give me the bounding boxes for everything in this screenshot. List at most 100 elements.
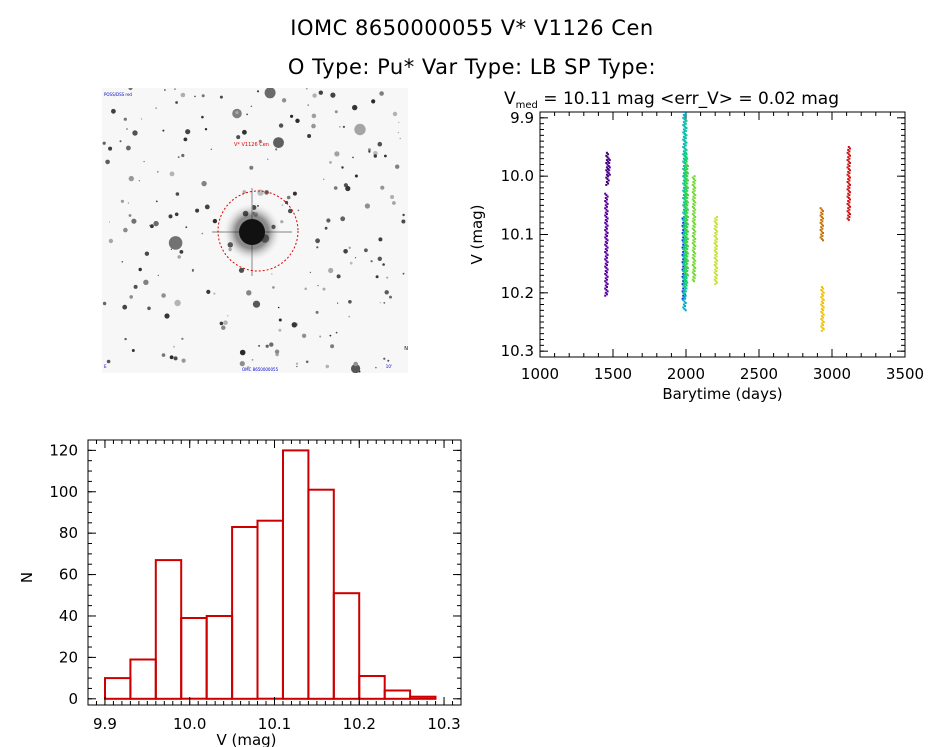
data-point [684, 191, 687, 194]
field-star [169, 355, 174, 360]
field-star [354, 123, 366, 136]
field-star [286, 195, 291, 200]
data-point [682, 113, 685, 116]
data-point [820, 288, 823, 291]
field-star [267, 158, 269, 160]
data-point [693, 262, 696, 265]
data-point [848, 172, 851, 175]
field-star [336, 274, 341, 279]
field-star [375, 275, 379, 279]
field-star [382, 263, 385, 266]
data-point [685, 188, 688, 191]
data-point [819, 236, 822, 239]
data-point [822, 232, 824, 234]
data-point [606, 293, 608, 296]
data-point [847, 189, 850, 192]
field-star [341, 166, 344, 169]
data-point [694, 179, 697, 182]
y-tick-label: 80 [59, 524, 78, 542]
data-point [822, 321, 825, 323]
data-point [685, 268, 688, 271]
data-point [819, 207, 822, 210]
data-point [692, 188, 695, 191]
field-star [335, 331, 338, 334]
data-point [685, 170, 688, 173]
data-point [821, 305, 824, 307]
data-point [693, 229, 695, 232]
field-star [290, 114, 294, 118]
data-point [686, 216, 689, 218]
data-point [693, 255, 696, 258]
data-point [683, 307, 686, 310]
light-curve-title: Vmed = 10.11 mag <err_V> = 0.02 mag [504, 89, 839, 111]
field-star [342, 125, 345, 128]
data-point [693, 280, 695, 283]
data-point [686, 157, 689, 160]
data-point [693, 214, 695, 217]
data-point [604, 255, 607, 258]
field-star [181, 153, 185, 158]
data-point [605, 252, 608, 255]
data-point [682, 243, 685, 246]
data-point [691, 249, 694, 252]
field-star [383, 302, 386, 304]
data-point [693, 178, 695, 181]
data-point [849, 213, 851, 216]
data-point [692, 246, 695, 249]
field-star [315, 310, 319, 314]
data-point [683, 245, 686, 248]
data-point [820, 296, 823, 299]
field-star [278, 328, 282, 332]
data-point [607, 175, 609, 178]
data-series-group [684, 163, 689, 277]
field-star [265, 344, 269, 348]
data-point [685, 119, 688, 122]
data-point [605, 267, 608, 269]
field-star [348, 300, 352, 304]
data-point [683, 121, 686, 124]
data-point [607, 179, 610, 182]
field-star [319, 335, 322, 338]
data-point [847, 167, 850, 170]
data-point [683, 157, 686, 160]
data-point [847, 200, 850, 202]
field-star [271, 273, 273, 275]
data-point [715, 277, 718, 280]
data-point [714, 229, 717, 232]
data-point [692, 239, 695, 242]
data-point [682, 287, 685, 290]
data-point [715, 226, 718, 229]
data-point [693, 236, 695, 239]
data-point [684, 176, 687, 179]
data-point [684, 283, 687, 286]
data-point [821, 319, 824, 322]
field-star [402, 272, 405, 275]
field-star [296, 365, 298, 368]
field-star [126, 145, 131, 151]
data-point [694, 223, 697, 226]
data-point [849, 147, 851, 150]
data-point [693, 240, 696, 243]
data-point [683, 293, 686, 296]
field-star [322, 287, 326, 291]
data-point [716, 267, 719, 269]
data-point [684, 220, 687, 223]
data-point [847, 182, 850, 185]
field-star [264, 88, 276, 99]
y-tick-label: 10.0 [501, 167, 534, 185]
data-point [683, 165, 686, 167]
field-star [258, 139, 262, 143]
data-point [685, 246, 688, 249]
x-tick-label: 10.2 [343, 715, 376, 733]
field-star [235, 111, 239, 115]
sky-image: V* V1126 Cen POSS/DSS red N E 10' OMC 86… [102, 88, 408, 373]
data-point [684, 271, 687, 274]
x-tick-label: 1500 [594, 365, 632, 383]
data-point [847, 178, 850, 181]
data-point [607, 153, 610, 156]
light-curve-points [604, 111, 851, 332]
data-point [685, 192, 688, 195]
data-point [849, 183, 851, 186]
data-point [820, 286, 823, 288]
data-point [606, 220, 608, 223]
